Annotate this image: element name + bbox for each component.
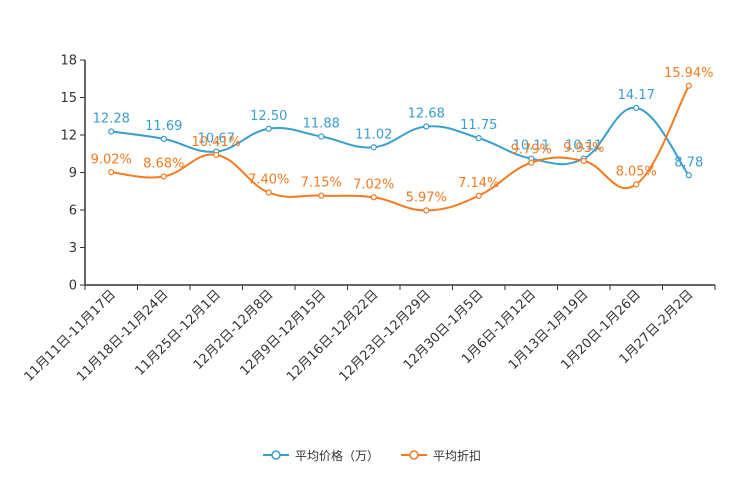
data-label: 9.02% [91,152,132,167]
legend-line-marker-icon [262,450,289,460]
y-tick-label: 12 [60,129,77,144]
data-point[interactable] [318,192,325,199]
data-point[interactable] [580,157,587,164]
legend-item-avg-discount[interactable]: 平均折扣 [401,447,481,464]
data-point[interactable] [370,144,377,151]
data-label: 11.75 [460,118,497,133]
chart-data-labels: 12.28 11.69 10.67 12.50 11.88 11.02 12.68 11.75… [91,66,714,206]
y-tick-label: 15 [60,91,77,106]
x-tick-label: 11月18日-11月24日 [74,287,171,384]
data-label: 7.02% [353,177,394,192]
data-point[interactable] [475,135,482,142]
data-label: 11.69 [145,119,182,134]
data-point[interactable] [108,128,115,135]
data-label: 11.88 [303,117,340,132]
data-point[interactable] [528,159,535,166]
legend-item-avg-price[interactable]: 平均价格（万） [262,447,379,464]
data-point[interactable] [160,135,167,142]
data-point[interactable] [108,169,115,176]
data-point[interactable] [685,172,692,179]
x-tick-label: 11月11日-11月17日 [22,287,119,384]
data-label: 10.41% [191,135,241,150]
legend-line-marker-icon [401,450,427,460]
y-tick-label: 3 [69,241,77,256]
x-tick-label: 12月16日-12月22日 [284,287,381,384]
legend-label-avg-discount: 平均折扣 [433,448,482,463]
chart-data-points [108,82,692,214]
y-tick-label: 6 [69,204,77,219]
data-label: 10.67 [198,132,235,147]
y-tick-label: 18 [60,54,77,69]
data-point[interactable] [265,189,272,196]
data-label: 15.94% [664,66,714,81]
legend-label-avg-price: 平均价格（万） [294,448,379,463]
data-point[interactable] [318,133,325,140]
chart-legend: 平均价格（万） 平均折扣 [0,444,744,466]
legend-swatch-circle [409,450,419,460]
data-label: 10.11 [513,139,550,154]
data-point[interactable] [370,194,377,201]
data-label: 12.28 [93,112,130,127]
data-label: 14.17 [618,88,655,103]
data-point[interactable] [213,151,220,158]
data-point[interactable] [633,181,640,188]
data-label: 12.50 [250,109,287,124]
data-label: 7.15% [301,176,342,191]
data-label: 7.40% [248,173,289,188]
data-point[interactable] [265,125,272,132]
legend-swatch-circle [271,450,281,460]
data-label: 5.97% [406,190,447,205]
data-point[interactable] [475,192,482,199]
data-point[interactable] [685,82,692,89]
data-label: 8.05% [616,164,657,179]
data-label: 9.79% [511,143,552,158]
data-point[interactable] [423,207,430,214]
y-tick-label: 0 [69,279,77,294]
data-point[interactable] [633,104,640,111]
data-point[interactable] [160,173,167,180]
data-point[interactable] [423,123,430,130]
data-label: 11.02 [355,127,392,142]
x-tick-label: 12月23日-12月29日 [337,287,434,384]
data-label: 9.93% [563,141,604,156]
data-label: 12.68 [408,107,445,122]
y-tick-label: 9 [69,166,77,181]
data-label: 7.14% [458,176,499,191]
chart-axes: 036912151811月11日-11月17日11月18日-11月24日11月2… [22,54,716,385]
data-label: 8.68% [143,157,184,172]
data-label: 10.11 [565,139,602,154]
data-label: 8.78 [674,155,703,170]
